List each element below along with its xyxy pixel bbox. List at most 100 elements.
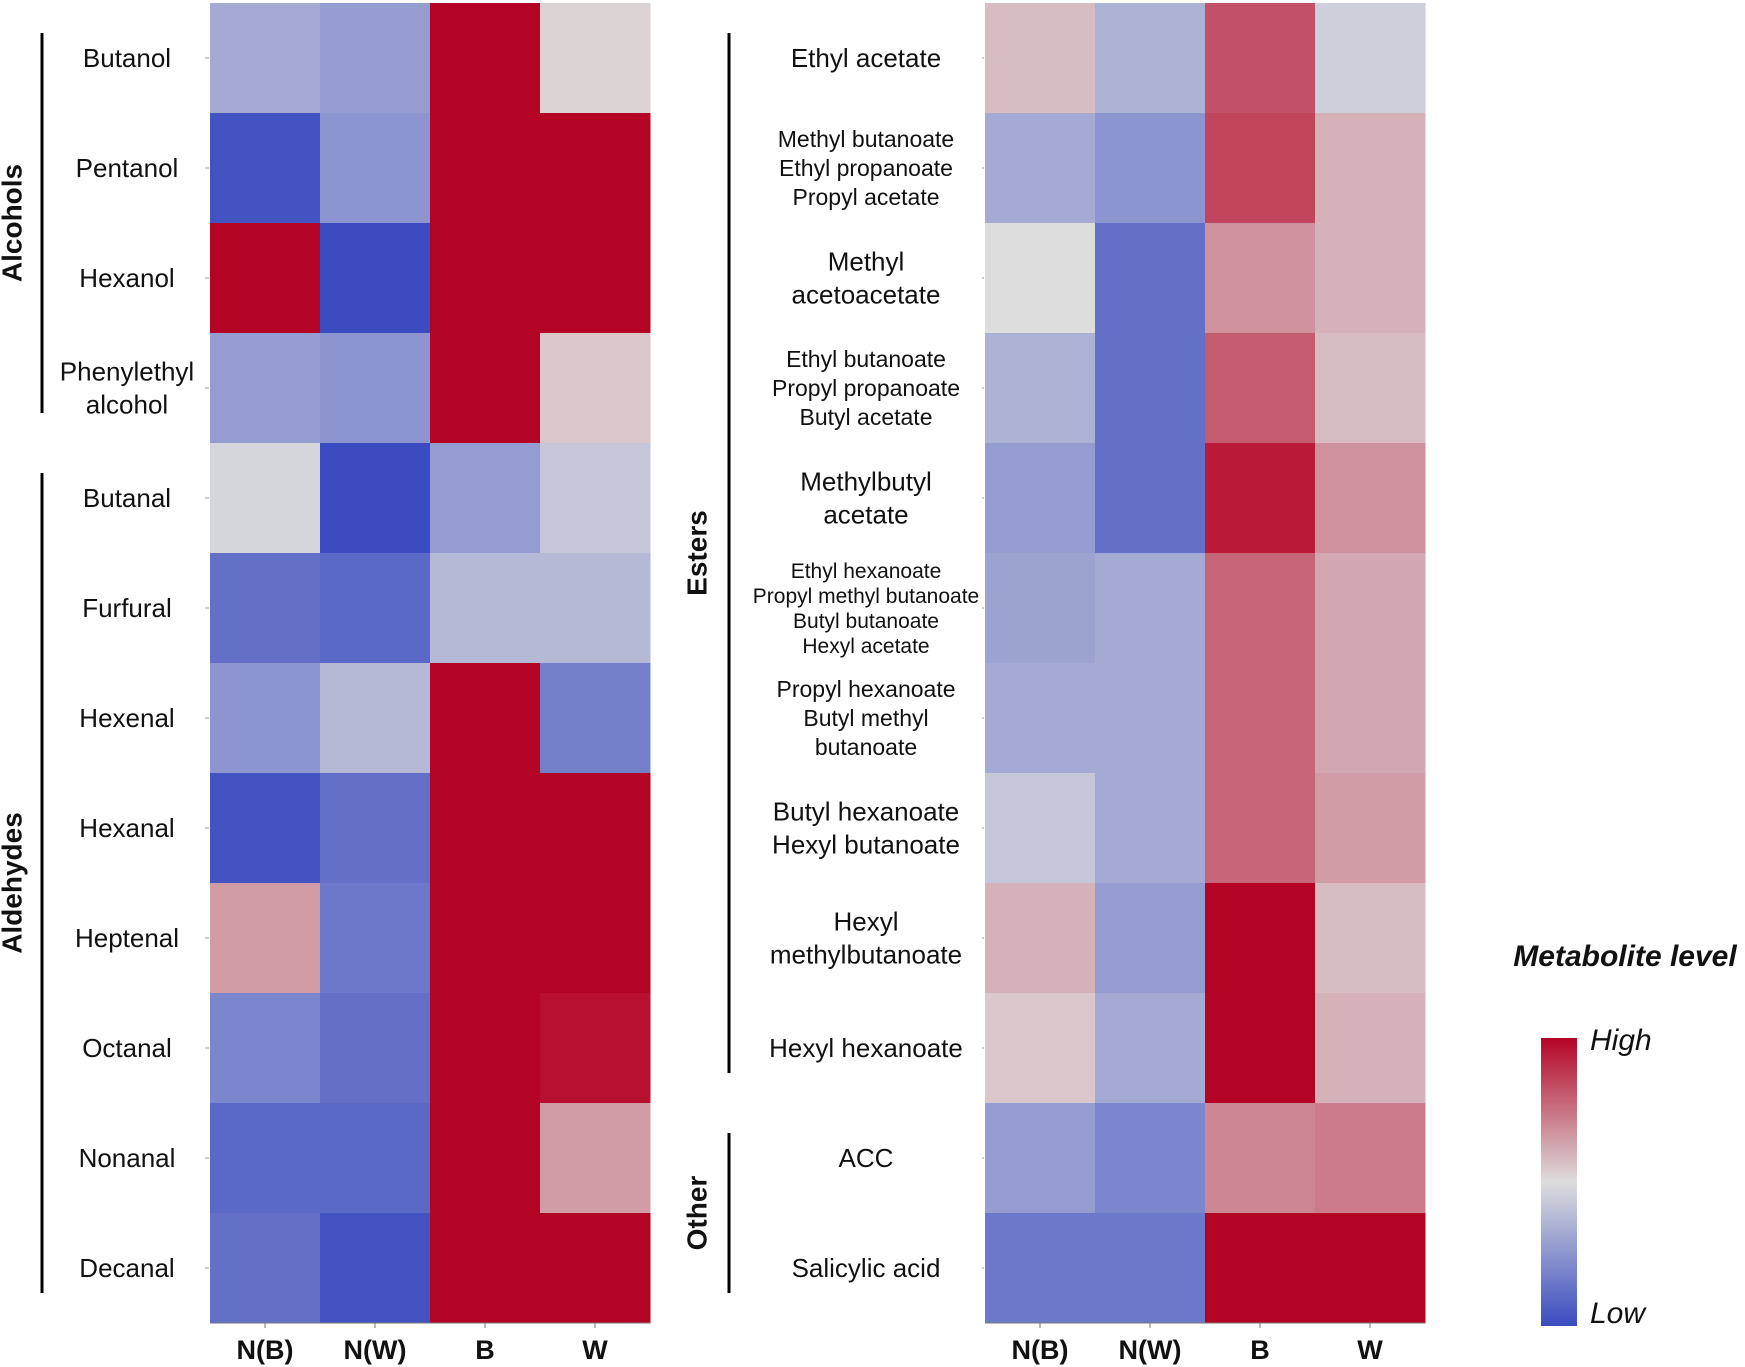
heatmap-cell <box>540 553 651 664</box>
heatmap-cell <box>320 3 431 114</box>
heatmap-cell <box>985 223 1096 334</box>
row-label: Nonanal <box>79 1143 176 1173</box>
group-label: Aldehydes <box>0 812 27 954</box>
row-label: Phenylethyl <box>60 357 194 387</box>
heatmap-cell <box>540 333 651 444</box>
row-label: alcohol <box>86 390 168 420</box>
heatmap-cell <box>1315 773 1426 884</box>
heatmap-cell <box>320 883 431 994</box>
heatmap-cell <box>985 1213 1096 1324</box>
row-label: Butyl acetate <box>800 404 933 430</box>
heatmap-cell <box>210 1103 321 1214</box>
heatmap-cell <box>210 773 321 884</box>
row-label: Propyl methyl butanoate <box>753 585 979 608</box>
heatmap-cell <box>320 993 431 1104</box>
heatmap-cell <box>1095 773 1206 884</box>
heatmap-cell <box>1205 443 1316 554</box>
heatmap-cell <box>1205 773 1316 884</box>
heatmap-cell <box>985 333 1096 444</box>
heatmap-cell <box>540 3 651 114</box>
heatmap-cell <box>1315 663 1426 774</box>
color-bar-low-label: Low <box>1590 1297 1647 1330</box>
row-label: Heptenal <box>75 923 179 953</box>
row-label: methylbutanoate <box>770 940 962 970</box>
heatmap-cell <box>320 223 431 334</box>
row-label: Methyl butanoate <box>778 126 954 152</box>
heatmap-cell <box>985 883 1096 994</box>
row-label: butanoate <box>815 734 917 760</box>
row-label: Propyl acetate <box>792 184 939 210</box>
heatmap-cell <box>540 223 651 334</box>
heatmap-cell <box>1315 3 1426 114</box>
heatmap-cell <box>985 663 1096 774</box>
heatmap-cell <box>430 773 541 884</box>
row-label: Salicylic acid <box>792 1253 941 1283</box>
heatmap-cell <box>1205 223 1316 334</box>
row-label: Butyl methyl <box>803 705 928 731</box>
heatmap-cell <box>430 1103 541 1214</box>
color-bar <box>1541 1038 1577 1326</box>
heatmap-cell <box>540 113 651 224</box>
heatmap-cell <box>1315 443 1426 554</box>
color-bar-title: Metabolite level <box>1513 940 1737 973</box>
row-label: acetoacetate <box>792 280 941 310</box>
heatmap-cell <box>1095 1213 1206 1324</box>
row-label: ACC <box>839 1143 894 1173</box>
heatmap-cell <box>210 223 321 334</box>
row-label: Octanal <box>82 1033 172 1063</box>
heatmap-cell <box>1205 883 1316 994</box>
heatmap-cell <box>1095 1103 1206 1214</box>
row-label: acetate <box>823 500 908 530</box>
heatmap-cell <box>430 663 541 774</box>
column-label: N(B) <box>237 1335 294 1365</box>
group-label: Alcohols <box>0 164 27 282</box>
row-label: Ethyl hexanoate <box>791 560 942 583</box>
heatmap-cell <box>1095 333 1206 444</box>
row-label: Propyl propanoate <box>772 375 960 401</box>
heatmap-cell <box>320 1103 431 1214</box>
heatmap-cell <box>320 553 431 664</box>
row-label: Hexyl hexanoate <box>769 1033 963 1063</box>
color-bar-high-label: High <box>1590 1024 1652 1057</box>
heatmap-cell <box>1095 553 1206 664</box>
heatmap-cell <box>320 1213 431 1324</box>
heatmap-cell <box>1315 1103 1426 1214</box>
row-label: Hexanal <box>79 813 174 843</box>
row-label: Ethyl propanoate <box>779 155 953 181</box>
heatmap-cell <box>1315 1213 1426 1324</box>
heatmap-cell <box>985 993 1096 1104</box>
heatmap-cell <box>320 443 431 554</box>
heatmap-cell <box>320 773 431 884</box>
heatmap-cell <box>320 333 431 444</box>
heatmap-cell <box>320 113 431 224</box>
heatmap-cell <box>1205 333 1316 444</box>
column-label: W <box>582 1335 608 1365</box>
heatmap-cell <box>1205 663 1316 774</box>
heatmap-cell <box>1315 113 1426 224</box>
row-label: Furfural <box>82 593 172 623</box>
row-label: Butanol <box>83 43 171 73</box>
heatmap-cell <box>540 993 651 1104</box>
row-label: Ethyl acetate <box>791 43 941 73</box>
heatmap-cell <box>320 663 431 774</box>
heatmap-cell <box>1315 333 1426 444</box>
heatmap-cell <box>540 883 651 994</box>
heatmap-cell <box>1095 223 1206 334</box>
heatmap-cell <box>540 663 651 774</box>
row-label: Hexyl <box>833 907 898 937</box>
heatmap-cell <box>540 1213 651 1324</box>
row-label: Hexyl acetate <box>802 635 929 658</box>
row-label: Pentanol <box>76 153 179 183</box>
heatmap-cell <box>1095 883 1206 994</box>
heatmap-cell <box>430 883 541 994</box>
heatmap-cell <box>985 3 1096 114</box>
heatmap-cell <box>985 113 1096 224</box>
heatmap-cell <box>1095 443 1206 554</box>
heatmap-cell <box>210 3 321 114</box>
heatmap-cell <box>430 333 541 444</box>
heatmap-cell <box>1095 3 1206 114</box>
row-label: Methylbutyl <box>800 467 932 497</box>
heatmap-cell <box>1315 993 1426 1104</box>
row-label: Hexenal <box>79 703 174 733</box>
